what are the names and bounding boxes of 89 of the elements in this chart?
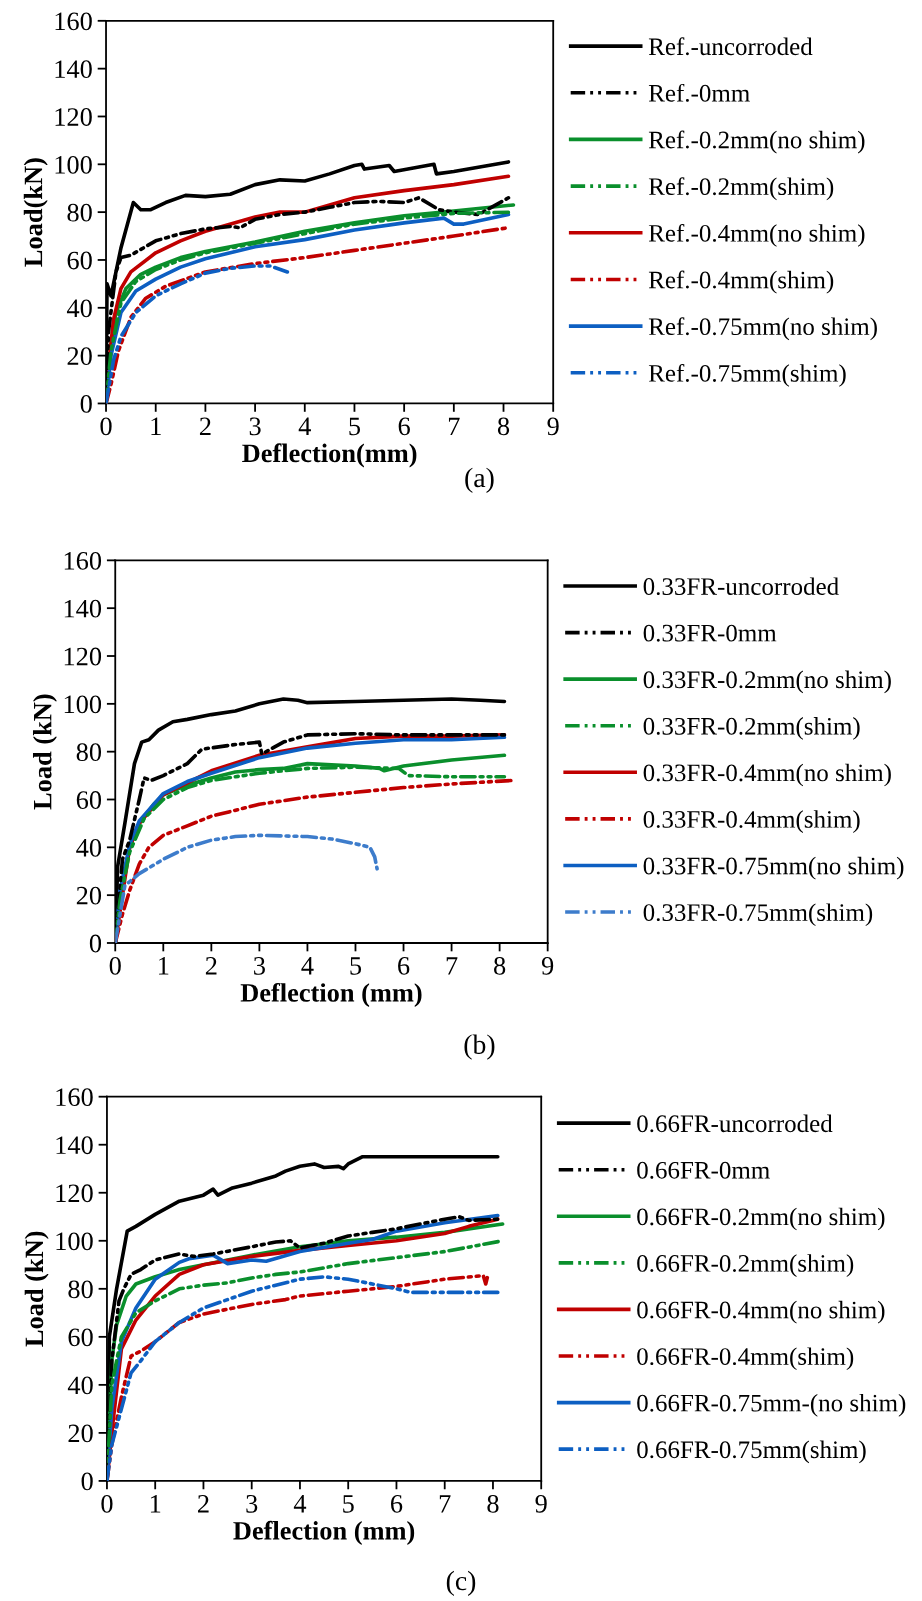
line-series [115,833,379,943]
legend-label: 0.66FR-0mm [637,1161,770,1179]
x-tick-label: 1 [150,1495,161,1513]
x-axis-title: Deflection(mm) [242,443,417,468]
x-tick-label: 2 [198,1494,209,1513]
y-tick-label: 40 [76,838,102,857]
legend-label: 0.33FR-0.75mm(shim) [643,903,873,927]
x-tick-label: 9 [541,957,554,975]
y-tick-label: 0 [81,1472,93,1491]
x-tick-label: 6 [398,417,410,436]
y-tick-label: 140 [56,1136,93,1155]
legend-label: 0.33FR-uncorroded [643,577,839,596]
legend-label: 0.33FR-0.75mm(no shim) [643,856,904,880]
y-tick-label: 100 [55,155,92,174]
y-tick-label: 100 [56,1232,93,1251]
x-tick-label: 5 [350,957,362,975]
y-tick-label: 120 [56,1184,93,1203]
legend-label: Ref.-0.75mm(no shim) [648,317,877,341]
x-tick-label: 4 [298,417,311,435]
y-tick-label: 40 [66,299,92,318]
x-tick-label: 1 [159,957,169,975]
legend-label: 0.33FR-0.2mm(shim) [643,717,860,740]
y-tick-label: 160 [55,12,92,31]
y-tick-label: 160 [64,551,102,570]
y-tick-label: 80 [67,203,92,222]
legend-label: 0.33FR-0.4mm(shim) [643,810,860,833]
x-axis-title: Deflection (mm) [233,1520,415,1546]
legend-label: 0.33FR-0.2mm(no shim) [643,670,891,694]
legend-label: 0.66FR-0.4mm(no shim) [637,1300,885,1324]
legend-label: 0.66FR-0.4mm(shim) [637,1347,854,1371]
y-axis-title: Load (kN) [24,1231,49,1347]
y-tick-label: 80 [68,1280,93,1299]
legend-label: 0.66FR-0.2mm(no shim) [637,1207,885,1231]
x-tick-label: 7 [439,1495,451,1513]
x-tick-label: 6 [391,1494,403,1513]
x-tick-label: 0 [109,956,121,975]
y-tick-label: 140 [64,599,102,618]
y-tick-label: 0 [89,934,102,953]
y-tick-label: 160 [56,1088,93,1107]
y-tick-label: 20 [68,1424,93,1443]
x-tick-label: 6 [398,957,410,975]
x-tick-label: 7 [448,417,460,435]
text: (a) [465,467,494,493]
legend-label: 0.66FR-0.75mm-(no shim) [637,1393,906,1417]
x-tick-label: 3 [254,957,265,975]
x-tick-label: 2 [199,417,211,435]
x-tick-label: 9 [547,417,559,436]
legend-label: Ref.-0.4mm(no shim) [648,223,865,247]
y-axis-title: Load(kN) [23,158,48,267]
y-tick-label: 40 [67,1376,93,1395]
x-tick-label: 4 [301,957,314,975]
legend-label: Ref.-uncorroded [648,37,813,56]
y-tick-label: 80 [76,743,102,762]
x-tick-label: 8 [497,417,510,436]
legend-label: Ref.-0.75mm(shim) [648,363,846,387]
y-tick-label: 60 [67,251,92,270]
y-tick-label: 120 [55,108,92,126]
y-tick-label: 140 [55,60,92,79]
y-tick-label: 20 [67,347,92,366]
legend-label: 0.33FR-0.4mm(no shim) [643,763,891,787]
x-tick-label: 7 [446,957,458,975]
y-tick-label: 120 [64,647,102,666]
x-tick-label: 4 [293,1495,307,1513]
y-axis-title: Load (kN) [32,694,57,810]
y-tick-label: 60 [68,1328,93,1347]
y-tick-label: 100 [64,695,102,714]
y-tick-label: 0 [80,395,92,413]
x-tick-label: 9 [535,1494,547,1513]
legend-label: Ref.-0.2mm(no shim) [648,130,865,154]
text: (c) [446,1570,476,1596]
x-tick-label: 5 [343,1495,354,1513]
legend-label: 0.66FR-0.75mm(shim) [637,1440,866,1464]
legend-label: 0.66FR-uncorroded [637,1114,833,1133]
legend-label: 0.66FR-0.2mm(shim) [637,1254,854,1277]
x-tick-label: 2 [205,957,217,975]
text: (b) [464,1034,495,1060]
legend-label: Ref.-0mm [648,83,750,102]
y-tick-label: 20 [76,886,102,905]
legend-label: Ref.-0.4mm(shim) [648,270,834,294]
x-tick-label: 5 [349,417,361,436]
x-axis-title: Deflection (mm) [240,982,422,1008]
x-tick-label: 1 [151,417,161,435]
legend-label: Ref.-0.2mm(shim) [648,177,834,201]
x-tick-label: 3 [249,417,261,436]
x-tick-label: 3 [246,1494,258,1513]
y-tick-label: 60 [76,791,102,809]
x-tick-label: 8 [494,956,506,975]
legend-label: 0.33FR-0mm [643,624,777,642]
x-tick-label: 8 [487,1494,499,1513]
